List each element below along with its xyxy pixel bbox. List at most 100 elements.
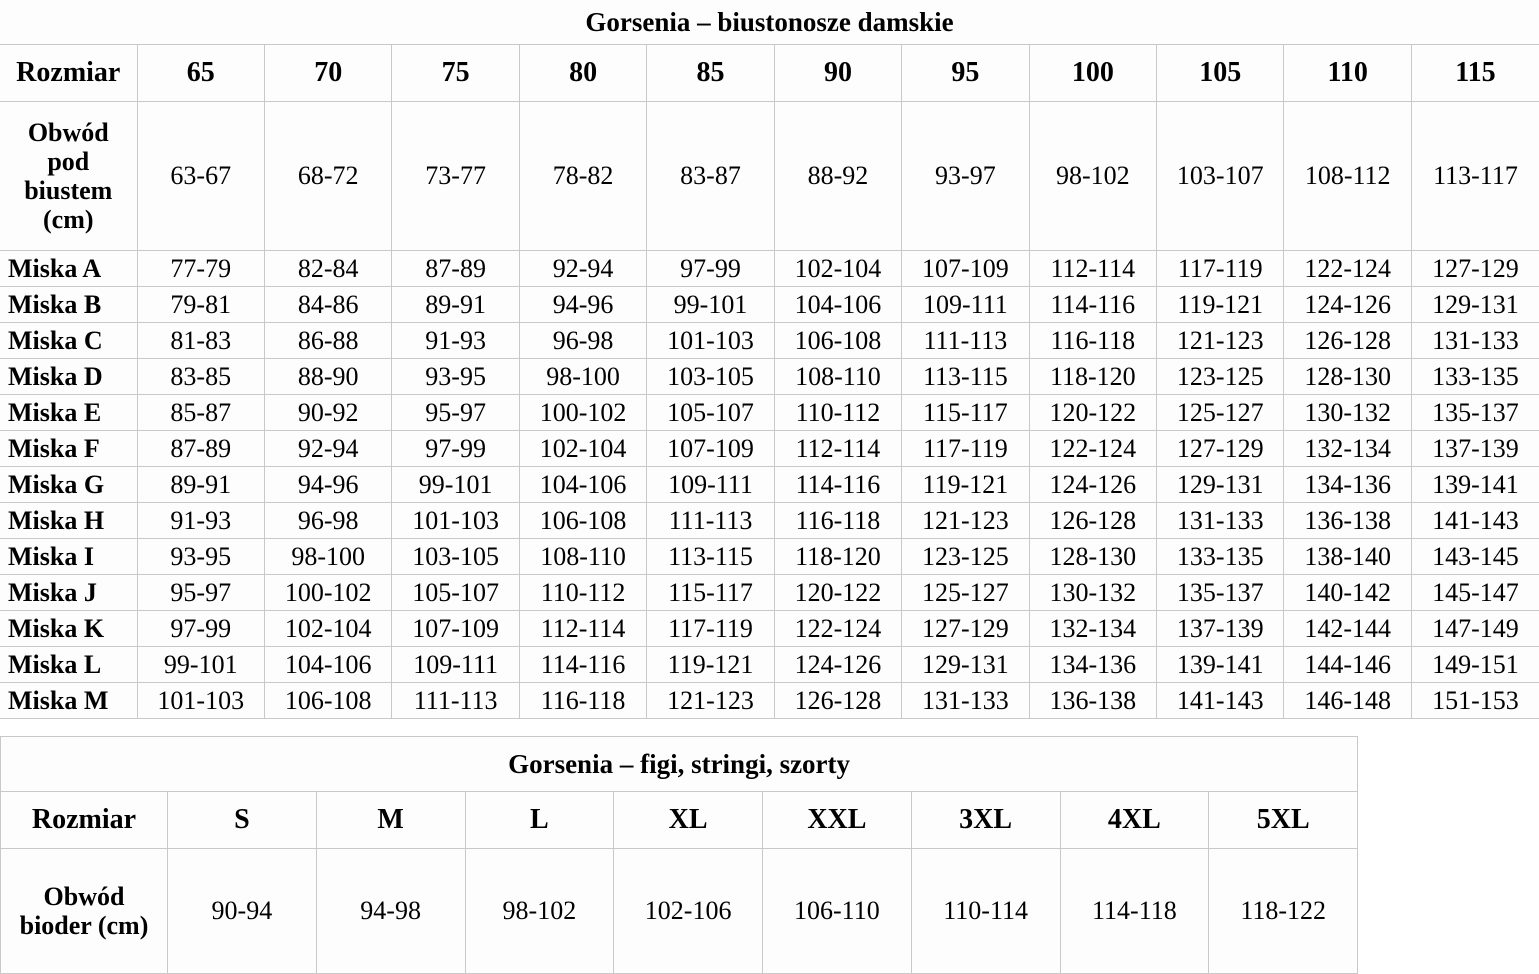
bra-underbust-value: 103-107 <box>1156 101 1285 251</box>
bra-title-row: Gorsenia – biustonosze damskie <box>0 0 1539 45</box>
bra-cup-value: 134-136 <box>1283 466 1412 503</box>
bra-size-header-105: 105 <box>1156 44 1285 102</box>
bra-cup-value: 133-135 <box>1410 358 1539 395</box>
bra-cup-value: 92-94 <box>518 250 648 287</box>
bra-cup-value: 116-118 <box>518 682 648 719</box>
bra-cup-value: 141-143 <box>1156 682 1285 719</box>
bra-cup-value: 103-105 <box>391 538 520 575</box>
bra-cup-value: 107-109 <box>391 610 520 647</box>
bra-cup-value: 106-108 <box>263 682 393 719</box>
table-row: Miska J 95-97 100-102 105-107 110-112 115-117… <box>0 574 1539 611</box>
bra-cup-value: 119-121 <box>1156 286 1285 323</box>
bra-cup-value: 115-117 <box>901 394 1030 431</box>
bra-cup-value: 94-96 <box>263 466 393 503</box>
bra-size-header-110: 110 <box>1283 44 1412 102</box>
bra-cup-value: 116-118 <box>1028 322 1158 359</box>
bra-cup-value: 147-149 <box>1410 610 1539 647</box>
bra-cup-value: 104-106 <box>518 466 648 503</box>
bra-cup-value: 125-127 <box>1156 394 1285 431</box>
bra-cup-value: 102-104 <box>518 430 648 467</box>
bra-cup-value: 101-103 <box>391 502 520 539</box>
bra-cup-value: 124-126 <box>1283 286 1412 323</box>
bra-cup-value: 87-89 <box>136 430 265 467</box>
brief-hips-value: 114-118 <box>1059 848 1210 974</box>
brief-hips-value: 106-110 <box>762 848 912 974</box>
bra-size-header-75: 75 <box>391 44 520 102</box>
bra-cup-value: 92-94 <box>263 430 393 467</box>
bra-cup-value: 95-97 <box>391 394 520 431</box>
bra-underbust-value: 78-82 <box>518 101 648 251</box>
bra-size-header-row: Rozmiar 65 70 75 80 85 90 95 100 105 110 115 <box>0 44 1539 102</box>
bra-cup-value: 131-133 <box>901 682 1030 719</box>
bra-underbust-value: 83-87 <box>646 101 775 251</box>
bra-cup-value: 139-141 <box>1156 646 1285 683</box>
bra-rozmiar-header: Rozmiar <box>0 44 138 102</box>
bra-cup-value: 113-115 <box>901 358 1030 395</box>
bra-cup-value: 96-98 <box>263 502 393 539</box>
table-row: Miska L 99-101 104-106 109-111 114-116 119-12… <box>0 646 1539 683</box>
bra-size-header-85: 85 <box>646 44 775 102</box>
bra-cup-value: 101-103 <box>136 682 265 719</box>
table-row: Miska E 85-87 90-92 95-97 100-102 105-107 110-… <box>0 394 1539 431</box>
brief-hips-value: 102-106 <box>613 848 763 974</box>
bra-underbust-value: 63-67 <box>136 101 265 251</box>
table-row: Miska A 77-79 82-84 87-89 92-94 97-99 102-104 1… <box>0 250 1539 287</box>
brief-size-header-4XL: 4XL <box>1059 791 1210 849</box>
bra-cup-value: 107-109 <box>646 430 775 467</box>
bra-size-header-90: 90 <box>773 44 903 102</box>
bra-cup-value: 139-141 <box>1410 466 1539 503</box>
bra-cup-value: 102-104 <box>263 610 393 647</box>
bra-cup-label: Miska F <box>0 430 138 467</box>
bra-cup-value: 127-129 <box>1156 430 1285 467</box>
bra-cup-label: Miska L <box>0 646 138 683</box>
bra-cup-value: 131-133 <box>1156 502 1285 539</box>
bra-cup-value: 149-151 <box>1410 646 1539 683</box>
brief-size-header-M: M <box>315 791 466 849</box>
bra-cup-value: 137-139 <box>1156 610 1285 647</box>
bra-cup-label: Miska D <box>0 358 138 395</box>
bra-cup-value: 95-97 <box>136 574 265 611</box>
bra-cup-label: Miska A <box>0 250 138 287</box>
bra-cup-label: Miska E <box>0 394 138 431</box>
bra-cup-value: 86-88 <box>263 322 393 359</box>
bra-cup-value: 112-114 <box>1028 250 1158 287</box>
bra-cup-value: 129-131 <box>1410 286 1539 323</box>
bra-cup-value: 119-121 <box>901 466 1030 503</box>
bra-cup-value: 85-87 <box>136 394 265 431</box>
bra-cup-value: 108-110 <box>518 538 648 575</box>
bra-cup-value: 118-120 <box>773 538 903 575</box>
bra-cup-value: 121-123 <box>646 682 775 719</box>
table-row: Miska M 101-103 106-108 111-113 116-118 121-1… <box>0 682 1539 719</box>
bra-cup-value: 107-109 <box>901 250 1030 287</box>
bra-cup-value: 109-111 <box>646 466 775 503</box>
table-row: Miska D 83-85 88-90 93-95 98-100 103-105 108-1… <box>0 358 1539 395</box>
brief-size-header-3XL: 3XL <box>910 791 1061 849</box>
bra-cup-value: 146-148 <box>1283 682 1412 719</box>
bra-cup-value: 99-101 <box>391 466 520 503</box>
bra-cup-value: 140-142 <box>1283 574 1412 611</box>
bra-cup-value: 105-107 <box>391 574 520 611</box>
bra-cup-value: 91-93 <box>136 502 265 539</box>
bra-cup-value: 100-102 <box>263 574 393 611</box>
bra-cup-value: 112-114 <box>518 610 648 647</box>
bra-cup-value: 117-119 <box>646 610 775 647</box>
bra-cup-value: 97-99 <box>646 250 775 287</box>
bra-cup-label: Miska M <box>0 682 138 719</box>
bra-cup-value: 109-111 <box>901 286 1030 323</box>
bra-cup-value: 89-91 <box>136 466 265 503</box>
bra-cup-value: 114-116 <box>518 646 648 683</box>
bra-cup-value: 123-125 <box>901 538 1030 575</box>
bra-underbust-value: 108-112 <box>1283 101 1412 251</box>
brief-hips-value: 94-98 <box>315 848 466 974</box>
brief-hips-value: 98-102 <box>464 848 615 974</box>
brief-size-table: Gorsenia – figi, stringi, szorty Rozmiar… <box>0 736 1359 974</box>
bra-cup-value: 122-124 <box>773 610 903 647</box>
bra-underbust-label: Obwód pod biustem (cm) <box>0 101 138 251</box>
bra-size-header-80: 80 <box>518 44 648 102</box>
bra-size-header-115: 115 <box>1410 44 1539 102</box>
brief-size-header-XXL: XXL <box>762 791 912 849</box>
table-row: Miska F 87-89 92-94 97-99 102-104 107-109 112-… <box>0 430 1539 467</box>
bra-cup-value: 94-96 <box>518 286 648 323</box>
bra-cup-label: Miska I <box>0 538 138 575</box>
